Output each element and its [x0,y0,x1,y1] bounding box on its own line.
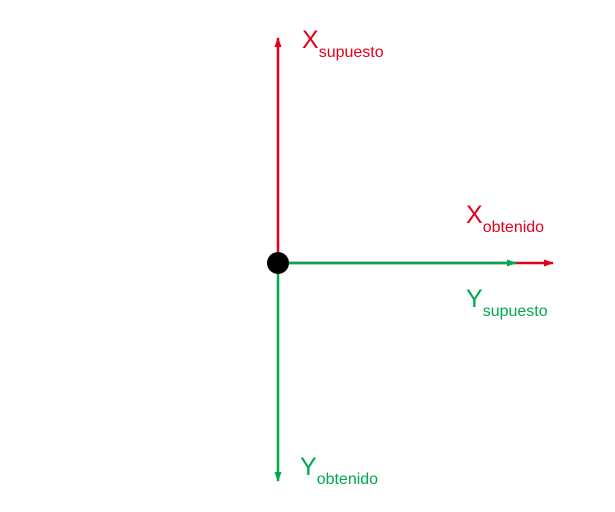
x-supuesto-label: Xsupuesto [302,28,384,61]
y-obtenido-label-main: Y [300,453,317,481]
origin-point [267,252,289,274]
x-supuesto-label-sub: supuesto [318,44,384,61]
y-supuesto-label: Ysupuesto [466,287,548,320]
y-supuesto-label-main: Y [466,285,483,313]
x-obtenido-label: Xobtenido [466,203,544,236]
y-supuesto-label-sub: supuesto [482,303,548,320]
y-obtenido-label: Yobtenido [300,455,378,488]
x-supuesto-label-main: X [302,26,319,54]
x-obtenido-label-sub: obtenido [482,219,545,236]
x-obtenido-label-main: X [466,201,483,229]
y-obtenido-label-sub: obtenido [316,471,379,488]
